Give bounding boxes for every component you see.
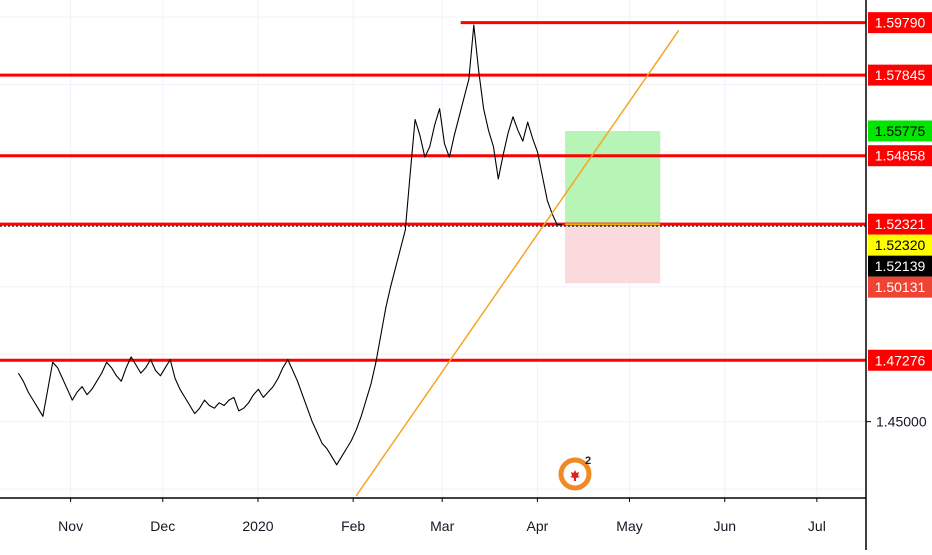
trendline[interactable] bbox=[355, 30, 680, 497]
price-label-box-8 bbox=[868, 349, 932, 371]
price-label-box-1 bbox=[868, 64, 932, 86]
price-labels: 1.59790 1.57845 1.55775 1.54858 1.52321 1.523… bbox=[868, 12, 932, 371]
price-label-text-0: 1.59790 bbox=[875, 15, 926, 31]
price-label-text-2: 1.55775 bbox=[875, 123, 926, 139]
price-label-box-3 bbox=[868, 145, 932, 167]
logo-text: 2 bbox=[585, 455, 591, 467]
horizontal-levels[interactable] bbox=[0, 21, 866, 362]
price-series-group bbox=[17, 24, 562, 466]
maple-leaf-icon bbox=[570, 470, 580, 481]
x-tick-label-5: Apr bbox=[527, 518, 549, 534]
price-label-box-7 bbox=[868, 276, 932, 298]
price-label-text-6: 1.52139 bbox=[875, 258, 926, 274]
x-tick-label-1: Dec bbox=[150, 518, 175, 534]
position-zones bbox=[565, 130, 661, 284]
x-tick-label-0: Nov bbox=[58, 518, 83, 534]
price-label-text-8: 1.47276 bbox=[875, 352, 926, 368]
price-label-text-5: 1.52320 bbox=[875, 237, 926, 253]
x-tick-label-4: Mar bbox=[430, 518, 454, 534]
price-label-box-2 bbox=[868, 120, 932, 142]
price-label-box-4 bbox=[868, 213, 932, 235]
target-zone bbox=[565, 130, 661, 225]
brand-logo: 2 bbox=[558, 455, 592, 491]
trendline-group[interactable] bbox=[355, 30, 680, 497]
x-tick-label-7: Jun bbox=[713, 518, 736, 534]
price-label-box-0 bbox=[868, 12, 932, 34]
price-label-text-3: 1.54858 bbox=[875, 148, 926, 164]
x-tick-label-2: 2020 bbox=[242, 518, 273, 534]
x-tick-label-6: May bbox=[616, 518, 642, 534]
price-series-line bbox=[17, 24, 562, 466]
time-axis[interactable]: Nov Dec 2020 Feb Mar Apr May Jun Jul bbox=[58, 498, 826, 534]
x-tick-label-8: Jul bbox=[808, 518, 826, 534]
grid-lines bbox=[0, 0, 866, 498]
price-label-box-6 bbox=[868, 255, 932, 277]
logo-ring bbox=[558, 457, 592, 491]
price-label-box-5 bbox=[868, 234, 932, 256]
price-label-text-7: 1.50131 bbox=[875, 279, 926, 295]
price-label-text-4: 1.52321 bbox=[875, 216, 926, 232]
x-tick-label-3: Feb bbox=[341, 518, 365, 534]
y-tick-label-0: 1.45000 bbox=[876, 414, 927, 430]
stop-zone bbox=[565, 224, 661, 284]
price-axis[interactable]: 1.45000 bbox=[866, 414, 927, 430]
price-label-text-1: 1.57845 bbox=[875, 67, 926, 83]
